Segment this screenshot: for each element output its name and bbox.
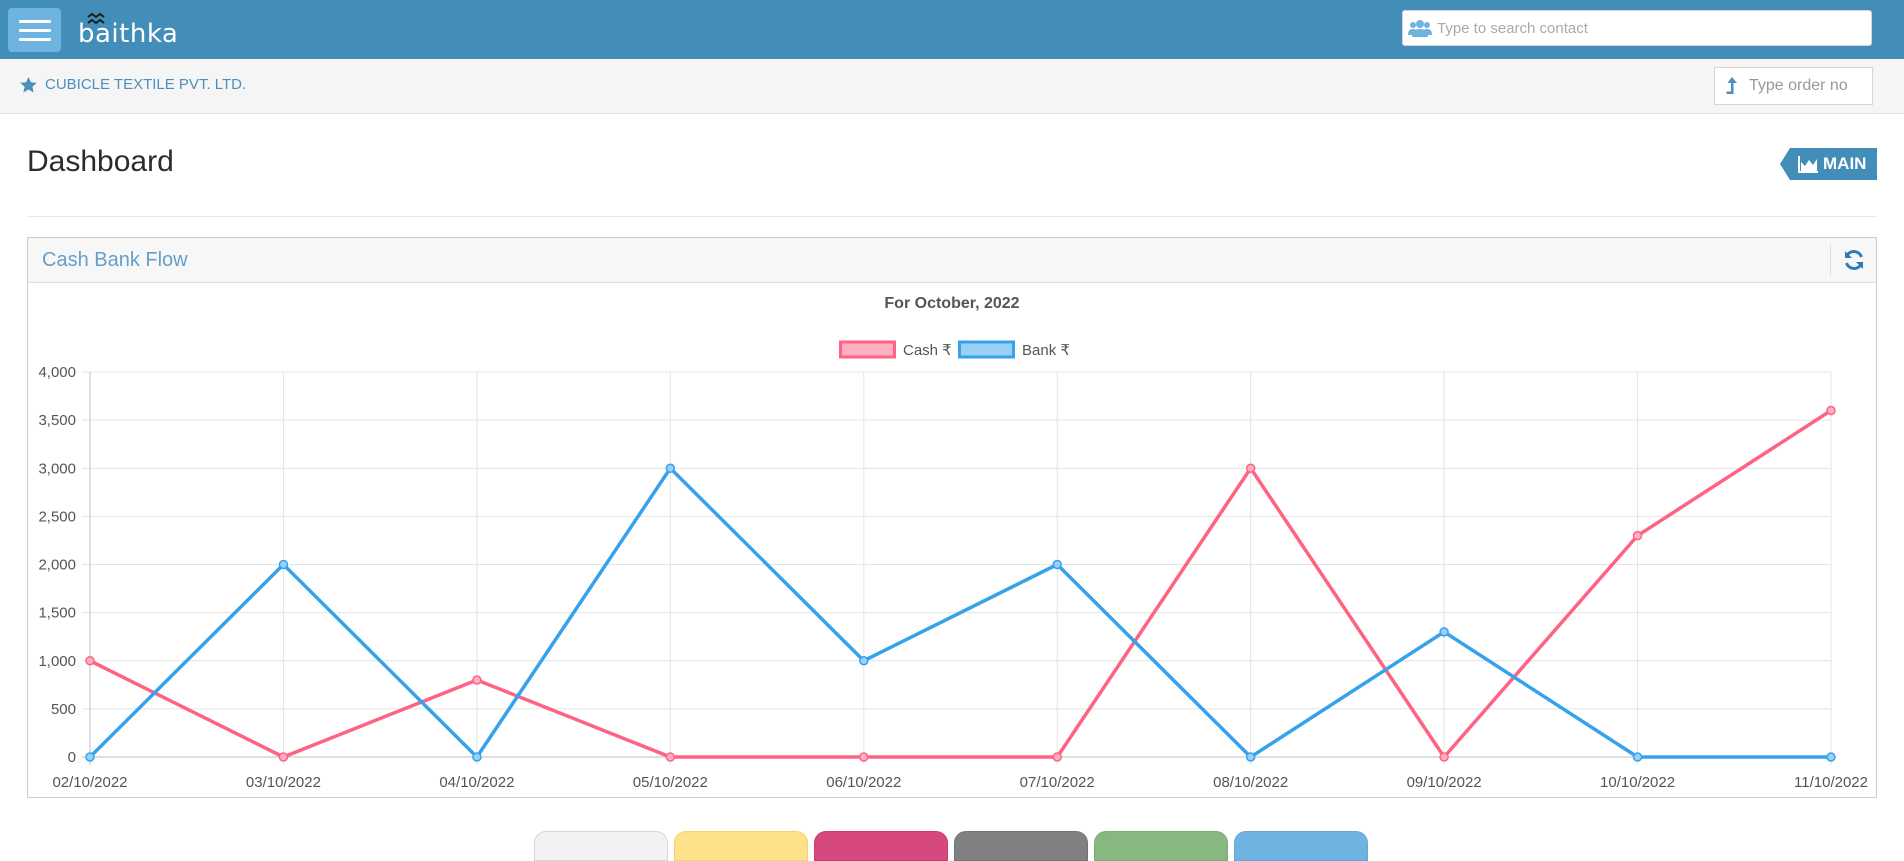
app-logo[interactable]: baithka	[78, 10, 178, 50]
y-tick-label: 1,500	[38, 605, 76, 622]
menu-bar	[18, 37, 51, 41]
legend-swatch	[958, 340, 1015, 359]
x-tick-label: 02/10/2022	[52, 774, 127, 791]
chart-grid	[82, 371, 1832, 765]
x-tick-label: 07/10/2022	[1020, 774, 1095, 791]
logo-text: baithka	[78, 19, 179, 49]
logo-wave-icon	[87, 12, 105, 25]
data-point[interactable]	[1052, 752, 1062, 762]
data-point[interactable]	[1439, 752, 1449, 762]
series-line	[89, 409, 1832, 759]
data-point[interactable]	[278, 559, 289, 570]
area-chart-icon	[1798, 155, 1818, 173]
x-tick-label: 05/10/2022	[633, 774, 708, 791]
data-point[interactable]	[85, 752, 95, 762]
y-tick-label: 2,500	[38, 508, 76, 525]
bottom-tab[interactable]	[1094, 831, 1228, 861]
y-tick-label: 2,000	[38, 557, 76, 574]
company-name[interactable]: CUBICLE TEXTILE PVT. LTD.	[45, 76, 247, 93]
data-point[interactable]	[665, 463, 676, 473]
refresh-icon[interactable]	[1842, 248, 1866, 272]
divider	[27, 216, 1877, 217]
breadcrumb-bar: CUBICLE TEXTILE PVT. LTD.	[0, 59, 1904, 114]
data-point[interactable]	[1245, 463, 1256, 473]
legend-item[interactable]: Bank ₹	[958, 340, 1070, 359]
data-point[interactable]	[472, 675, 482, 685]
legend-swatch	[839, 340, 896, 359]
chart-title: For October, 2022	[884, 295, 1019, 312]
data-point[interactable]	[1439, 627, 1449, 637]
x-tick-label: 06/10/2022	[826, 774, 901, 791]
menu-toggle-button[interactable]	[8, 8, 61, 52]
chart-series	[85, 405, 1836, 762]
x-tick-label: 03/10/2022	[246, 774, 321, 791]
star-icon	[20, 76, 37, 93]
legend-label: Cash ₹	[903, 342, 952, 359]
data-point[interactable]	[472, 752, 482, 762]
cash-bank-flow-widget: Cash Bank Flow For October, 2022 Cash ₹ B…	[27, 237, 1877, 798]
menu-bar	[18, 19, 51, 23]
y-tick-label: 1,000	[38, 653, 76, 670]
order-number-input[interactable]	[1749, 71, 1867, 101]
series-line	[88, 466, 1831, 759]
badge-label: MAIN	[1823, 154, 1867, 173]
y-tick-label: 3,500	[38, 412, 76, 429]
bottom-tab[interactable]	[534, 831, 668, 861]
data-point[interactable]	[1052, 559, 1062, 570]
chart-legend: Cash ₹ Bank ₹	[839, 340, 1070, 359]
main-badge[interactable]: MAIN	[1780, 148, 1877, 180]
x-tick-label: 09/10/2022	[1407, 774, 1482, 791]
y-tick-label: 0	[68, 749, 76, 766]
y-tick-label: 500	[51, 701, 76, 718]
top-navbar: baithka	[0, 0, 1904, 59]
data-point[interactable]	[859, 752, 869, 762]
users-icon	[1403, 10, 1437, 46]
page-title: Dashboard	[27, 145, 174, 178]
data-point[interactable]	[278, 752, 289, 762]
x-tick-label: 04/10/2022	[439, 774, 514, 791]
contact-search-input[interactable]	[1437, 13, 1857, 43]
data-point[interactable]	[1826, 752, 1836, 762]
badge-label-group: MAIN	[1798, 148, 1866, 180]
data-point[interactable]	[665, 752, 676, 762]
bottom-tab[interactable]	[954, 831, 1088, 861]
data-point[interactable]	[1826, 405, 1836, 416]
data-point[interactable]	[1632, 530, 1643, 541]
legend-item[interactable]: Cash ₹	[839, 340, 952, 359]
y-axis-ticks: 0 500 1,000 1,500 2,000 2,500 3,000 3,500 4,000	[38, 364, 76, 766]
data-point[interactable]	[1632, 752, 1643, 762]
breadcrumb: CUBICLE TEXTILE PVT. LTD.	[20, 76, 246, 93]
series-cash	[85, 405, 1836, 762]
widget-header: Cash Bank Flow	[28, 238, 1876, 283]
bottom-tab[interactable]	[674, 831, 808, 861]
menu-bar	[18, 28, 51, 32]
x-tick-label: 10/10/2022	[1600, 774, 1675, 791]
data-point[interactable]	[85, 656, 95, 666]
bottom-tab-strip	[534, 831, 1370, 861]
y-tick-label: 4,000	[38, 364, 76, 381]
data-point[interactable]	[859, 656, 869, 666]
bottom-tab[interactable]	[814, 831, 948, 861]
y-tick-label: 3,000	[38, 460, 76, 477]
legend-label: Bank ₹	[1022, 342, 1070, 359]
x-tick-label: 08/10/2022	[1213, 774, 1288, 791]
bottom-tab[interactable]	[1234, 831, 1368, 861]
x-axis-ticks: 02/10/2022 03/10/2022 04/10/2022 05/10/2022…	[52, 774, 1868, 791]
data-point[interactable]	[1245, 752, 1256, 762]
x-tick-label: 11/10/2022	[1794, 774, 1868, 791]
widget-toolbar-divider	[1830, 244, 1831, 276]
cash-bank-line-chart: For October, 2022 Cash ₹ Bank ₹ 0 500 1,000…	[38, 295, 1868, 791]
series-bank	[85, 463, 1836, 762]
contact-search	[1402, 10, 1872, 46]
widget-title: Cash Bank Flow	[42, 249, 188, 271]
level-up-icon	[1715, 68, 1749, 104]
order-search	[1714, 67, 1873, 105]
